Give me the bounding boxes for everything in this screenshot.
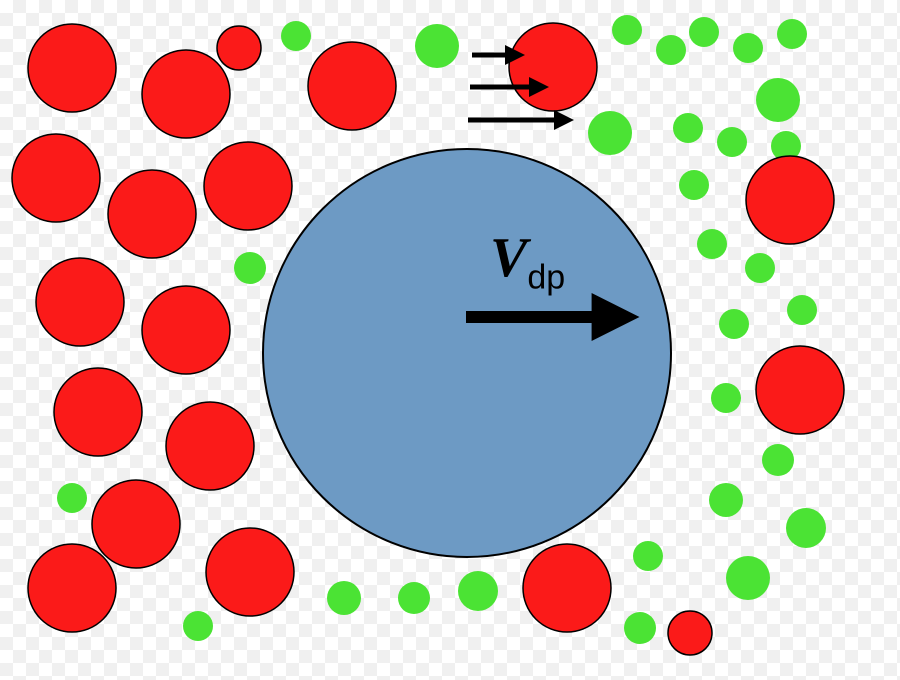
large-molecule-circle <box>28 544 116 632</box>
large-molecule-circle <box>36 258 124 346</box>
small-molecule-circle <box>327 581 361 615</box>
large-molecule-circle <box>142 286 230 374</box>
small-molecule-circle <box>711 383 741 413</box>
small-molecule-circle <box>588 111 632 155</box>
large-molecule-circle <box>509 23 597 111</box>
small-molecule-circle <box>624 612 656 644</box>
small-molecule-circle <box>281 21 311 51</box>
particle-main-circle <box>263 149 671 557</box>
small-molecule-circle <box>717 127 747 157</box>
large-molecule-circle <box>28 24 116 112</box>
small-molecule-circle <box>787 295 817 325</box>
small-molecule-circle <box>786 508 826 548</box>
small-molecule-circle <box>656 35 686 65</box>
small-molecule-circle <box>183 611 213 641</box>
large-molecule-circle <box>308 42 396 130</box>
small-molecule-circle <box>726 556 770 600</box>
small-molecule-circle <box>745 253 775 283</box>
small-molecule-circle <box>709 483 743 517</box>
diagram-stage: Vdp <box>0 0 900 680</box>
small-molecule-circle <box>762 444 794 476</box>
small-molecule-circle <box>458 571 498 611</box>
large-molecule-circle <box>54 368 142 456</box>
small-molecule-circle <box>234 252 266 284</box>
large-molecule-circle <box>142 50 230 138</box>
small-molecule-circle <box>679 170 709 200</box>
large-molecule-circle <box>746 156 834 244</box>
large-molecule-circle <box>206 528 294 616</box>
large-molecule-circle <box>668 611 712 655</box>
small-molecule-circle <box>719 309 749 339</box>
large-molecule-circle <box>12 134 100 222</box>
small-molecule-circle <box>756 78 800 122</box>
large-molecule-circle <box>217 26 261 70</box>
small-molecule-circle <box>777 19 807 49</box>
small-molecule-circle <box>398 582 430 614</box>
large-molecule-circle <box>204 142 292 230</box>
small-molecule-circle <box>612 15 642 45</box>
large-molecule-circle <box>92 480 180 568</box>
small-molecule-circle <box>633 541 663 571</box>
small-molecule-circle <box>697 229 727 259</box>
small-molecule-circle <box>57 483 87 513</box>
small-molecule-circle <box>673 113 703 143</box>
small-molecule-circle <box>733 33 763 63</box>
large-molecule-circle <box>108 170 196 258</box>
large-molecule-circle <box>166 402 254 490</box>
large-molecule-circle <box>523 544 611 632</box>
diagram-svg: Vdp <box>0 0 900 680</box>
large-molecule-circle <box>756 346 844 434</box>
small-molecule-circle <box>415 24 459 68</box>
small-molecule-circle <box>689 17 719 47</box>
